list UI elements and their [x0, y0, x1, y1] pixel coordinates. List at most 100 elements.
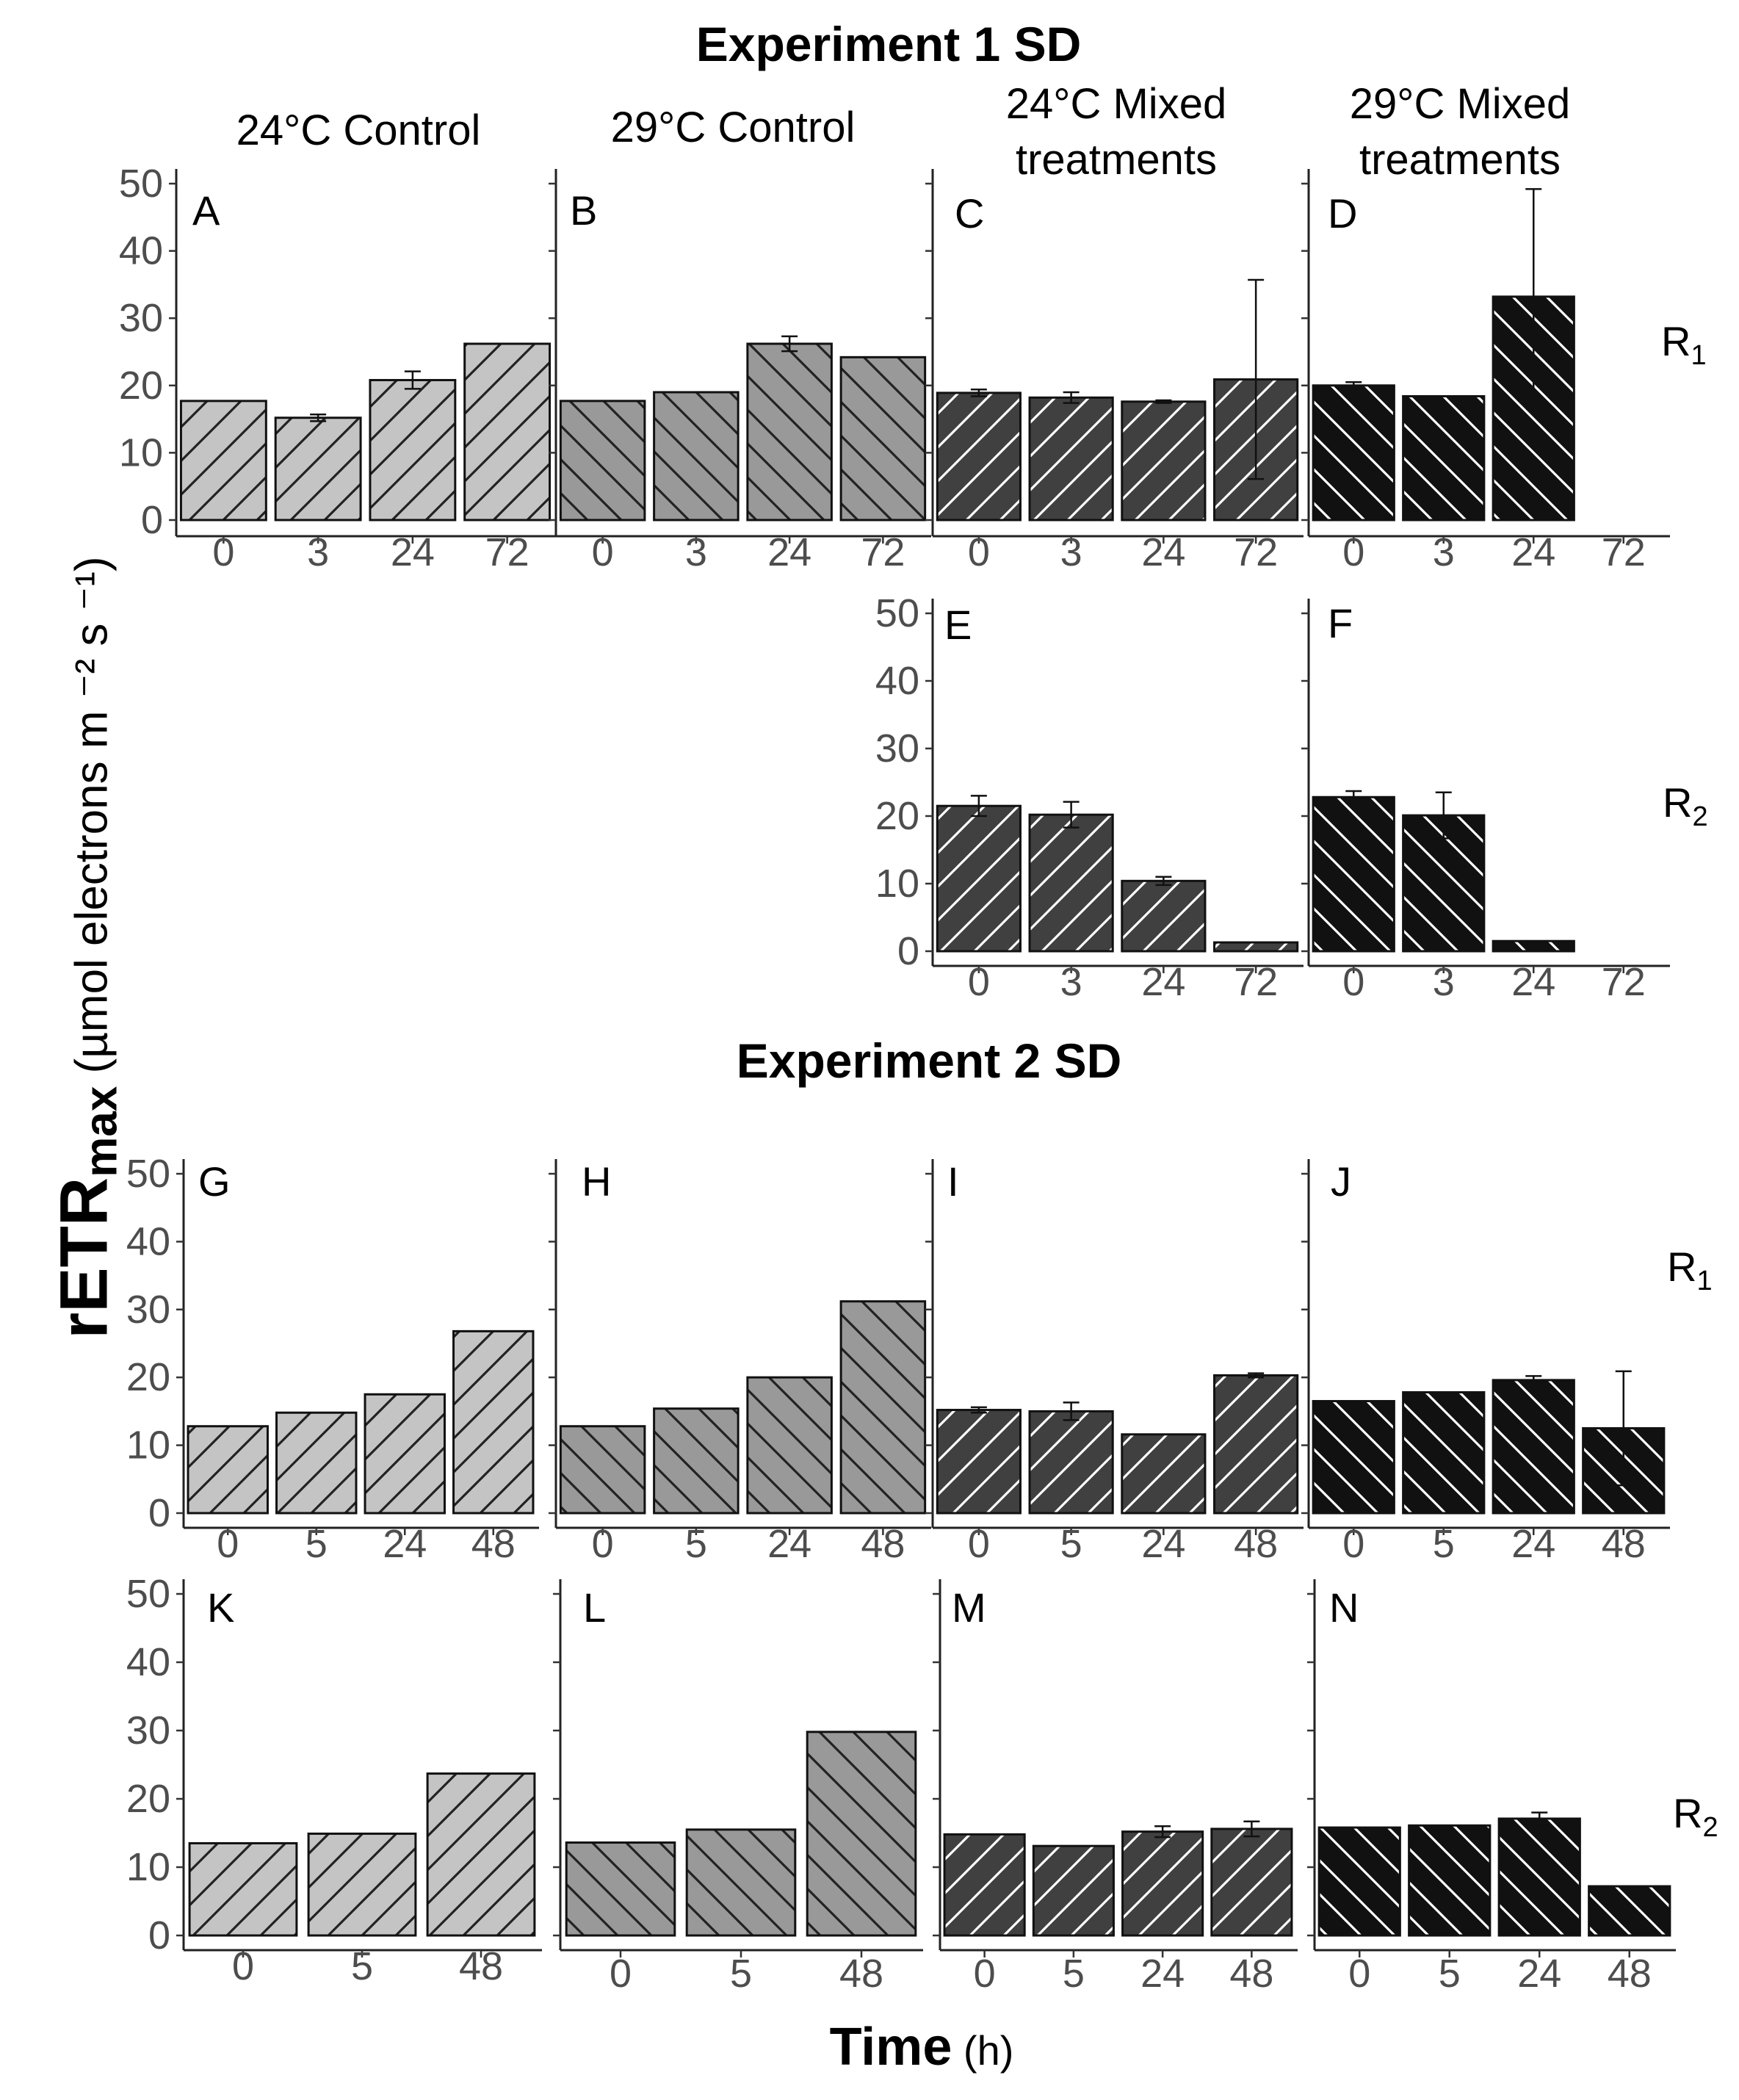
bar-I-0	[936, 1409, 1022, 1515]
x-tick-label: 48	[861, 1522, 905, 1566]
y-tick-label: 0	[897, 929, 919, 973]
error-bar-A-24	[404, 370, 421, 390]
x-tick-label: 3	[1060, 960, 1082, 1004]
x-tick-label: 24	[1141, 1522, 1185, 1566]
error-bar-J-24	[1525, 1375, 1542, 1385]
x-tick-label: 48	[471, 1522, 516, 1566]
panel-I: 0 5 24 48 I	[925, 1158, 1304, 1566]
bar-M-5	[1032, 1844, 1115, 1937]
x-tick-label: 48	[459, 1944, 503, 1988]
x-tick-label: 72	[1234, 960, 1278, 1004]
panel-letter-L: L	[583, 1584, 606, 1631]
x-tick-label: 24	[391, 530, 435, 574]
y-tick-label: 20	[126, 1777, 170, 1821]
bar-G-0	[187, 1425, 269, 1515]
x-tick-label: 0	[968, 960, 990, 1004]
x-axis-label-units: (h)	[952, 2027, 1014, 2074]
row-label-subscript: 2	[1692, 801, 1708, 833]
x-tick-label: 5	[351, 1944, 373, 1988]
x-tick-label: 24	[1517, 1952, 1561, 1996]
panel-D: 0 3 24 72 D	[1301, 169, 1670, 574]
x-tick-label: 24	[767, 530, 811, 574]
row-label-subscript: 1	[1696, 1266, 1713, 1297]
bar-G-24	[364, 1393, 446, 1515]
x-tick-label: 0	[212, 530, 234, 574]
x-tick-label: 24	[1511, 960, 1555, 1004]
bar-M-0	[943, 1833, 1026, 1937]
y-tick-label: 30	[119, 296, 163, 340]
y-tick-label: 0	[148, 1913, 170, 1958]
bar-B-0	[559, 400, 646, 522]
y-tick-label: 50	[126, 1152, 170, 1196]
column-title-29c-control: 29°C Control	[610, 104, 856, 151]
bar-K-5	[307, 1832, 417, 1937]
error-bar-C-72	[1248, 278, 1265, 480]
bar-E-24	[1121, 879, 1207, 953]
panel-N: 0 5 24 48 N	[1307, 1579, 1676, 1996]
x-tick-label: 48	[1229, 1952, 1273, 1996]
bar-H-0	[559, 1425, 646, 1515]
error-bar-B-24	[781, 335, 798, 353]
y-tick-label: 20	[119, 364, 163, 408]
x-tick-label: 0	[232, 1944, 254, 1988]
experiment-2-title: Experiment 2 SD	[736, 1033, 1122, 1088]
panel-B: 0 3 24 72 B	[549, 169, 931, 574]
x-tick-label: 72	[485, 530, 529, 574]
bar-I-24	[1121, 1433, 1207, 1515]
bar-H-24	[746, 1376, 833, 1515]
error-bar-C-24	[1155, 399, 1172, 404]
row-label-subscript: 1	[1691, 340, 1707, 372]
x-tick-label: 0	[1348, 1952, 1370, 1996]
x-tick-label: 5	[1439, 1952, 1461, 1996]
bar-G-48	[452, 1329, 535, 1515]
panel-letter-B: B	[570, 187, 597, 234]
error-bar-N-24	[1531, 1811, 1548, 1826]
bar-D-3	[1402, 394, 1486, 522]
error-bar-I-48	[1248, 1372, 1265, 1379]
error-bar-E-0	[970, 795, 987, 818]
row-label-text: R	[1667, 1244, 1697, 1290]
experiment-1-title: Experiment 1 SD	[695, 17, 1082, 71]
panel-A: 0 10 20 30 40 50 0 3 24 72 A	[119, 162, 556, 574]
error-bar-I-0	[970, 1406, 987, 1414]
bar-J-0	[1312, 1400, 1395, 1515]
panel-letter-I: I	[947, 1158, 959, 1205]
bar-N-0	[1317, 1826, 1401, 1937]
row-label-subscript: 2	[1702, 1812, 1718, 1844]
x-tick-label: 72	[861, 530, 905, 574]
error-bar-E-24	[1155, 876, 1172, 887]
bar-C-0	[936, 392, 1022, 522]
bar-N-24	[1497, 1817, 1581, 1937]
x-tick-label: 48	[1608, 1952, 1652, 1996]
column-title-29c-mixed: 29°C Mixed treatments	[1349, 80, 1571, 184]
x-tick-label: 0	[974, 1952, 996, 1996]
bar-I-48	[1213, 1374, 1299, 1515]
x-tick-label: 24	[1141, 960, 1185, 1004]
panel-letter-G: G	[198, 1158, 231, 1205]
x-tick-label: 24	[1511, 1522, 1555, 1566]
bar-E-0	[936, 804, 1022, 953]
error-bar-M-24	[1154, 1825, 1171, 1839]
panel-letter-D: D	[1328, 190, 1357, 237]
panel-letter-H: H	[582, 1158, 611, 1205]
column-title-24c-mixed: 24°C Mixed treatments	[1005, 80, 1227, 184]
row-label-r2-exp2: R2	[1673, 1789, 1718, 1844]
y-tick-label: 10	[875, 862, 919, 906]
y-tick-label: 20	[875, 794, 919, 838]
x-tick-label: 3	[685, 530, 707, 574]
x-tick-label: 5	[685, 1522, 707, 1566]
bar-E-72	[1213, 941, 1299, 953]
y-tick-label: 30	[875, 726, 919, 771]
row-label-text: R	[1661, 318, 1691, 364]
x-tick-label: 0	[968, 1522, 990, 1566]
bar-D-0	[1312, 384, 1395, 522]
bar-K-48	[426, 1772, 536, 1937]
row-label-text: R	[1663, 779, 1693, 826]
bar-F-24	[1492, 939, 1575, 953]
x-axis-label-main: Time	[829, 2018, 952, 2076]
panel-L: 0 5 48 L	[553, 1579, 923, 1996]
x-tick-label: 0	[592, 530, 614, 574]
bar-B-3	[653, 391, 740, 522]
bar-B-72	[839, 356, 927, 522]
error-bar-J-48	[1615, 1370, 1632, 1487]
